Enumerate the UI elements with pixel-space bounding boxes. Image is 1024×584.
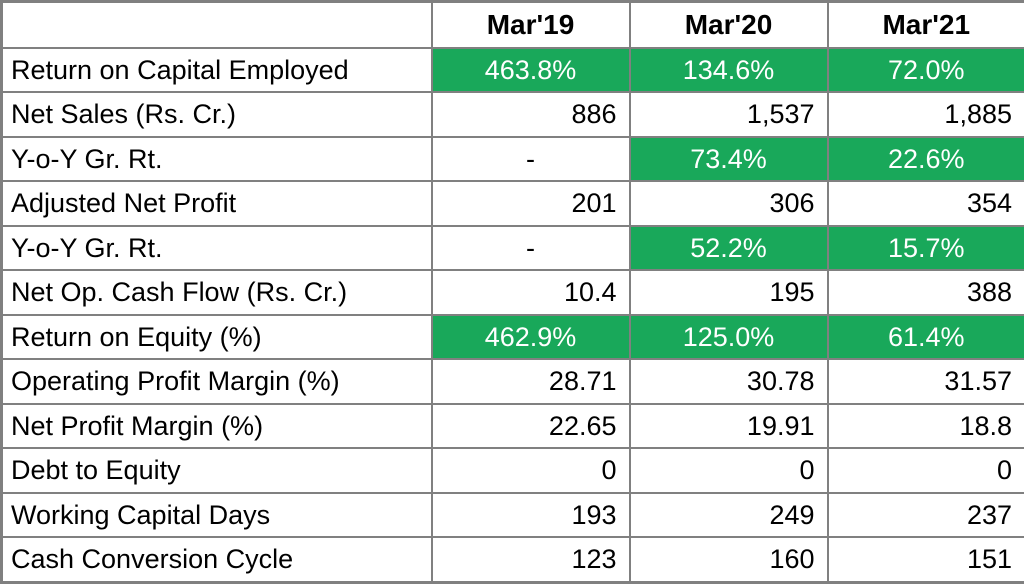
value-cell: 30.78 — [628, 358, 829, 405]
metric-label: Return on Capital Employed — [0, 46, 433, 94]
value-cell: 10.4 — [430, 269, 631, 316]
value-cell: 354 — [826, 180, 1024, 227]
value-cell-highlight: 72.0% — [826, 46, 1024, 94]
metric-label: Return on Equity (%) — [0, 313, 433, 361]
table-row-profit-growth: Y-o-Y Gr. Rt. - 52.2% 15.7% — [0, 224, 1024, 272]
value-cell: 123 — [430, 536, 631, 584]
value-cell: - — [430, 135, 631, 183]
value-cell: 201 — [430, 180, 631, 227]
header-row: Mar'19 Mar'20 Mar'21 — [0, 0, 1024, 49]
table-row-net-sales: Net Sales (Rs. Cr.) 886 1,537 1,885 — [0, 91, 1024, 138]
value-cell: 151 — [826, 536, 1024, 584]
value-cell: 22.65 — [430, 402, 631, 450]
metric-label: Adjusted Net Profit — [0, 180, 433, 227]
value-cell-highlight: 462.9% — [430, 313, 631, 361]
metric-label: Working Capital Days — [0, 491, 433, 539]
table-row-sales-growth: Y-o-Y Gr. Rt. - 73.4% 22.6% — [0, 135, 1024, 183]
value-cell: 0 — [430, 447, 631, 494]
value-cell: 18.8 — [826, 402, 1024, 450]
value-cell: 31.57 — [826, 358, 1024, 405]
metric-label: Operating Profit Margin (%) — [0, 358, 433, 405]
value-cell-highlight: 22.6% — [826, 135, 1024, 183]
table-row-opm: Operating Profit Margin (%) 28.71 30.78 … — [0, 358, 1024, 405]
table-row-cash-conversion: Cash Conversion Cycle 123 160 151 — [0, 536, 1024, 584]
value-cell: 237 — [826, 491, 1024, 539]
value-cell: 249 — [628, 491, 829, 539]
metric-label: Net Sales (Rs. Cr.) — [0, 91, 433, 138]
metric-label: Net Op. Cash Flow (Rs. Cr.) — [0, 269, 433, 316]
value-cell: 388 — [826, 269, 1024, 316]
value-cell: 193 — [430, 491, 631, 539]
metric-label: Y-o-Y Gr. Rt. — [0, 224, 433, 272]
metric-label: Net Profit Margin (%) — [0, 402, 433, 450]
year-header-mar20: Mar'20 — [628, 0, 829, 49]
value-cell: 0 — [826, 447, 1024, 494]
table-row-cash-flow: Net Op. Cash Flow (Rs. Cr.) 10.4 195 388 — [0, 269, 1024, 316]
value-cell: 886 — [430, 91, 631, 138]
metric-label: Cash Conversion Cycle — [0, 536, 433, 584]
metric-label: Y-o-Y Gr. Rt. — [0, 135, 433, 183]
table-row-roce: Return on Capital Employed 463.8% 134.6%… — [0, 46, 1024, 94]
value-cell: 0 — [628, 447, 829, 494]
corner-cell — [0, 0, 433, 49]
year-header-mar19: Mar'19 — [430, 0, 631, 49]
table-row-roe: Return on Equity (%) 462.9% 125.0% 61.4% — [0, 313, 1024, 361]
metric-label: Debt to Equity — [0, 447, 433, 494]
table-row-npm: Net Profit Margin (%) 22.65 19.91 18.8 — [0, 402, 1024, 450]
value-cell-highlight: 52.2% — [628, 224, 829, 272]
value-cell: 19.91 — [628, 402, 829, 450]
value-cell: 160 — [628, 536, 829, 584]
value-cell: 1,885 — [826, 91, 1024, 138]
value-cell: 28.71 — [430, 358, 631, 405]
value-cell-highlight: 463.8% — [430, 46, 631, 94]
value-cell: - — [430, 224, 631, 272]
table-row-working-capital: Working Capital Days 193 249 237 — [0, 491, 1024, 539]
value-cell: 306 — [628, 180, 829, 227]
table-row-debt-equity: Debt to Equity 0 0 0 — [0, 447, 1024, 494]
value-cell-highlight: 73.4% — [628, 135, 829, 183]
table-row-adj-net-profit: Adjusted Net Profit 201 306 354 — [0, 180, 1024, 227]
value-cell: 1,537 — [628, 91, 829, 138]
value-cell: 195 — [628, 269, 829, 316]
value-cell-highlight: 134.6% — [628, 46, 829, 94]
value-cell-highlight: 61.4% — [826, 313, 1024, 361]
year-header-mar21: Mar'21 — [826, 0, 1024, 49]
value-cell-highlight: 15.7% — [826, 224, 1024, 272]
value-cell-highlight: 125.0% — [628, 313, 829, 361]
